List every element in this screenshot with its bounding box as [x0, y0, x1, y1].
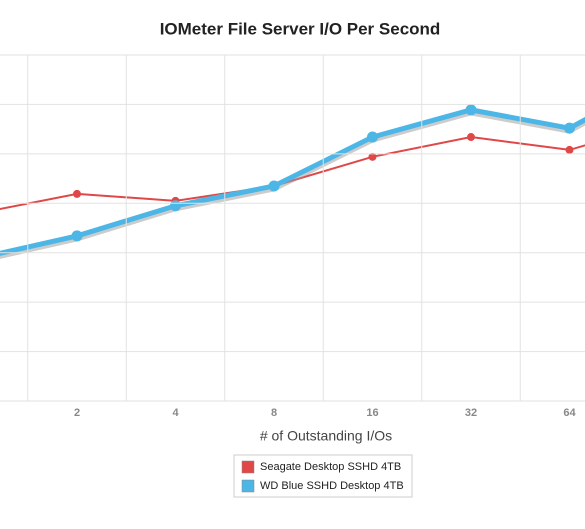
data-point [465, 104, 477, 116]
data-point [564, 122, 575, 134]
x-tick-label: 16 [366, 407, 378, 419]
legend-box [233, 454, 413, 498]
chart-title: IOMeter File Server I/O Per Second [160, 19, 441, 38]
data-point [565, 145, 574, 154]
legend-swatch [241, 460, 255, 474]
x-tick-label: 8 [271, 407, 277, 419]
data-point [73, 189, 81, 198]
x-tick-label: 64 [563, 407, 576, 419]
series-line [0, 136, 585, 210]
data-point [368, 152, 377, 161]
series-line [0, 107, 585, 256]
x-axis-label: # of Outstanding I/Os [260, 428, 392, 444]
legend-label: WD Blue SSHD Desktop 4TB [260, 480, 404, 492]
x-tick-label: 2 [74, 407, 80, 419]
data-point [367, 131, 378, 143]
legend-label: Seagate Desktop SSHD 4TB [260, 461, 401, 473]
data-point [467, 133, 475, 142]
data-point [268, 180, 280, 192]
plot [0, 104, 585, 259]
x-tick-label: 32 [465, 407, 477, 419]
data-point [71, 230, 83, 242]
data-point [170, 200, 181, 212]
x-tick-label: 4 [172, 407, 179, 419]
legend-swatch [241, 479, 255, 493]
